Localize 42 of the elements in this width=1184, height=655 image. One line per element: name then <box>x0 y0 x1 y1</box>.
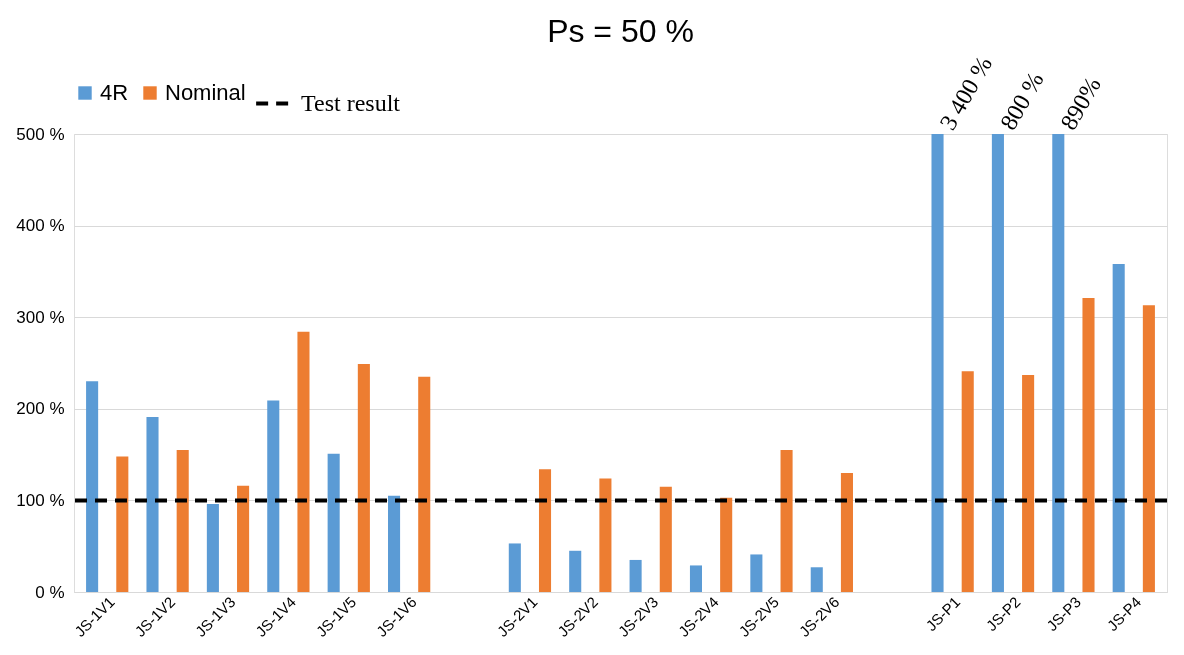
bar <box>629 559 642 592</box>
bar <box>1022 374 1035 592</box>
bar <box>508 543 521 592</box>
legend-label: Nominal <box>165 80 246 105</box>
bar <box>689 565 703 592</box>
chart-title: Ps = 50 % <box>547 12 694 49</box>
bar <box>206 504 219 592</box>
bar <box>599 478 612 592</box>
bar <box>569 550 582 592</box>
bar <box>237 485 250 592</box>
y-tick-label: 100 % <box>16 490 65 510</box>
legend-label: 4R <box>100 80 129 105</box>
y-tick-label: 0 % <box>35 582 65 602</box>
bar <box>357 363 370 592</box>
bar <box>388 495 401 592</box>
bar <box>1142 305 1155 592</box>
bar <box>418 376 431 592</box>
y-tick-label: 200 % <box>16 399 65 419</box>
bar <box>1112 264 1125 592</box>
bar <box>840 472 853 592</box>
bar <box>931 134 944 592</box>
bar <box>1052 134 1065 592</box>
bar <box>86 381 99 592</box>
bar <box>327 453 340 592</box>
y-tick-label: 500 % <box>16 124 65 144</box>
legend-label: Test result <box>301 89 401 116</box>
bar <box>538 469 552 592</box>
y-tick-label: 300 % <box>16 307 65 327</box>
bar <box>176 450 189 592</box>
bar <box>146 417 159 592</box>
bar <box>720 497 733 592</box>
bar <box>991 134 1004 592</box>
bar <box>659 486 672 592</box>
bar <box>810 567 823 592</box>
y-tick-label: 400 % <box>16 216 65 236</box>
bar <box>1082 297 1095 592</box>
bar <box>780 450 793 592</box>
bar <box>267 400 280 592</box>
bar <box>750 554 763 592</box>
bar <box>961 371 974 592</box>
bar <box>297 331 310 592</box>
bar <box>116 456 129 592</box>
